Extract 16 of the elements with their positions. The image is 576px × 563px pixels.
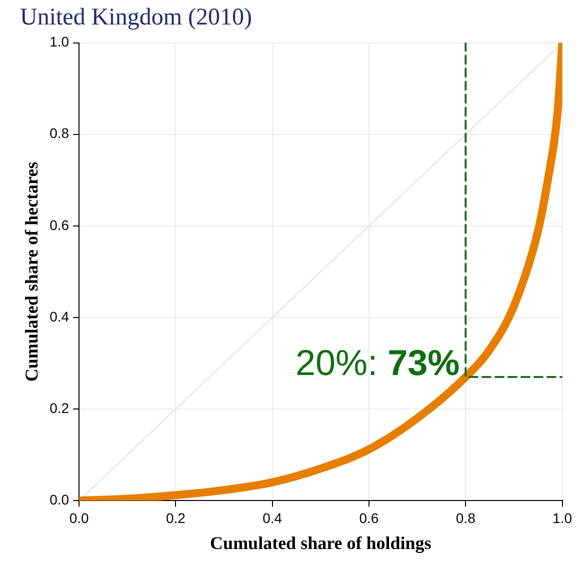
y-tick-label: 0.8 [50, 125, 70, 142]
x-tick-label: 0.4 [262, 510, 282, 526]
y-axis-title: Cumulated share of hectares [21, 162, 42, 382]
annotation: 20%: 73% [296, 342, 460, 383]
x-axis-title: Cumulated share of holdings [210, 532, 432, 553]
chart-title: United Kingdom (2010) [20, 4, 252, 31]
x-tick-label: 0.6 [359, 510, 379, 526]
x-tick-label: 1.0 [552, 510, 572, 526]
y-tick-label: 0.0 [50, 491, 70, 508]
y-tick-label: 0.4 [50, 308, 70, 324]
x-tick-label: 0.2 [166, 510, 186, 526]
x-tick-label: 0.8 [456, 510, 476, 526]
y-tick-label: 1.0 [50, 34, 70, 50]
x-tick-label: 0.0 [69, 510, 90, 526]
y-tick-label: 0.6 [50, 216, 70, 233]
y-tick-label: 0.2 [50, 400, 70, 416]
